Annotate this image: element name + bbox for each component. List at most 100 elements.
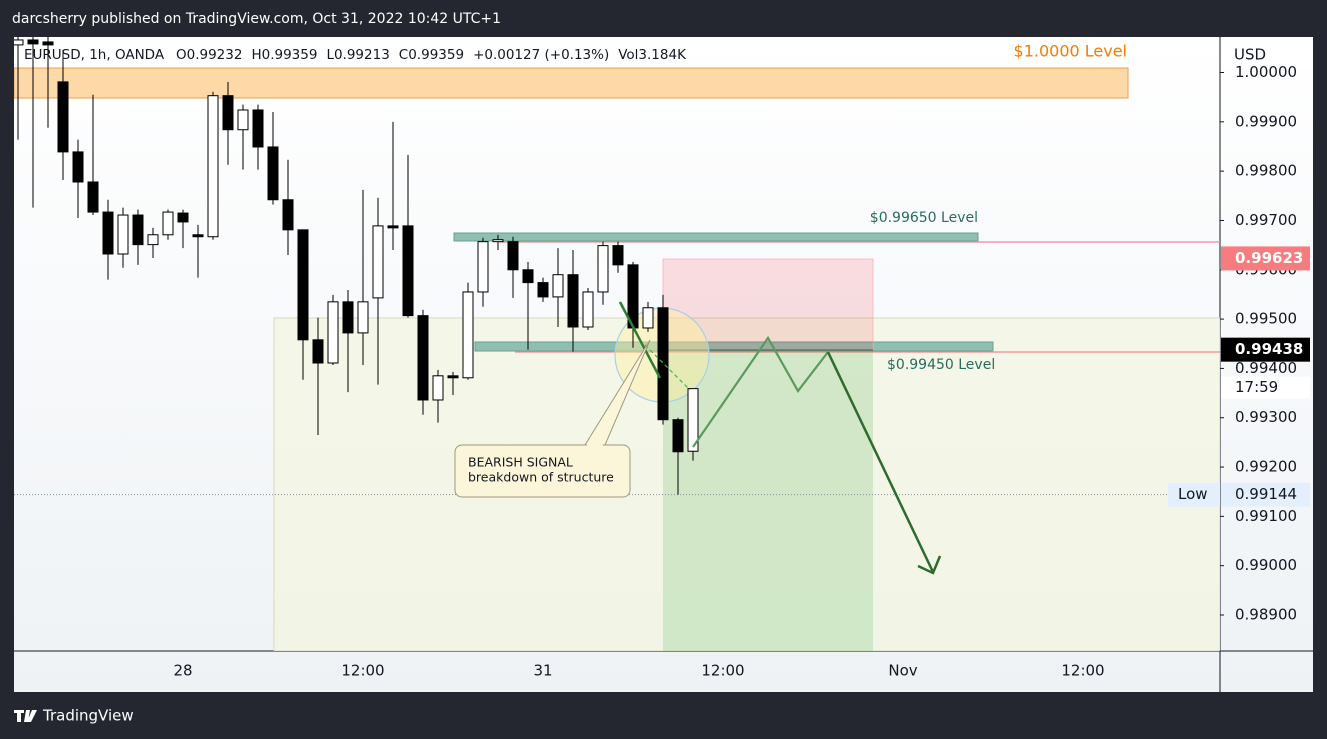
candle-body xyxy=(87,181,99,213)
candle-body xyxy=(357,301,369,334)
legend: EURUSD, 1h, OANDA O0.99232 H0.99359 L0.992… xyxy=(24,47,687,63)
price-tag-label: 0.99623 xyxy=(1235,249,1303,267)
footer: TradingView xyxy=(14,707,134,725)
candle-body xyxy=(102,211,114,255)
x-tick-label: Nov xyxy=(888,662,917,680)
candle-body xyxy=(57,81,69,153)
x-tick-label: 31 xyxy=(533,662,552,680)
candle-body xyxy=(222,95,234,131)
stop-zone xyxy=(662,258,874,351)
level-zone xyxy=(474,341,994,352)
countdown-tag xyxy=(1221,376,1310,399)
candle-body xyxy=(612,245,624,266)
y-tick-label: 1.00000 xyxy=(1235,63,1297,81)
projection-path xyxy=(692,335,829,448)
level-label: $1.0000 Level xyxy=(1014,42,1127,61)
candle-body xyxy=(297,229,309,341)
publisher: darcsherry published on TradingView.com,… xyxy=(12,11,501,27)
y-tick-label: 0.99100 xyxy=(1235,507,1297,525)
candle-body xyxy=(237,109,249,131)
countdown: 17:59 xyxy=(1235,378,1278,396)
candle-body xyxy=(522,269,534,284)
low-tag xyxy=(1168,482,1220,507)
y-tick-label: 0.99400 xyxy=(1235,359,1297,377)
callout-title: BEARISH SIGNAL xyxy=(468,455,573,470)
ohlc-info: Vol3.184K xyxy=(618,47,687,63)
ohlc-info: C0.99359 xyxy=(399,47,464,63)
candle-body xyxy=(387,225,399,229)
candle-body xyxy=(492,239,504,243)
candle-body xyxy=(132,214,144,246)
x-tick-label: 12:00 xyxy=(1061,662,1104,680)
candle-body xyxy=(72,151,84,183)
price-tag-label: 0.99144 xyxy=(1235,485,1297,503)
ohlc-info: L0.99213 xyxy=(326,47,389,63)
price-axis: 0.98900 0.99000 0.99100 0.99200 0.99300 0.994… xyxy=(173,63,1310,680)
candle-body xyxy=(282,199,294,231)
x-tick-label: 12:00 xyxy=(701,662,744,680)
candle-body xyxy=(192,234,204,238)
candle-body xyxy=(342,301,354,334)
candle-body xyxy=(582,291,594,328)
callout-box xyxy=(454,444,631,498)
y-tick-label: 0.99300 xyxy=(1235,408,1297,426)
logo xyxy=(14,710,37,722)
range-box xyxy=(273,317,1220,651)
drawings-front: BEARISH SIGNAL breakdown of structure $1… xyxy=(454,42,1127,575)
candle-body xyxy=(207,95,219,238)
candle-body xyxy=(462,291,474,379)
price-tag xyxy=(1221,246,1310,271)
candle-body xyxy=(402,225,414,317)
y-tick-label: 0.99000 xyxy=(1235,556,1297,574)
resistance-zone xyxy=(14,67,1129,99)
candles xyxy=(14,37,699,495)
y-tick-label: 0.98900 xyxy=(1235,605,1297,623)
candle-body xyxy=(312,339,324,364)
y-tick-label: 0.99500 xyxy=(1235,310,1297,328)
ohlc-info: O0.99232 xyxy=(176,47,242,63)
x-tick-label: 28 xyxy=(173,662,192,680)
level-label: $0.99650 Level xyxy=(870,210,978,226)
price-tag xyxy=(1221,337,1310,362)
dashed-line xyxy=(644,344,691,391)
candle-body xyxy=(147,234,159,246)
y-tick-label: 0.99800 xyxy=(1235,162,1297,180)
low-text: Low xyxy=(1178,485,1208,503)
level-zone xyxy=(453,232,979,242)
symbol: EURUSD, 1h, OANDA xyxy=(24,47,165,63)
projection-arrow xyxy=(826,351,935,573)
candle-body xyxy=(177,212,189,223)
candle-body xyxy=(477,241,489,293)
price-tag xyxy=(1221,482,1310,507)
candle-body xyxy=(642,307,654,329)
y-tick-label: 0.99700 xyxy=(1235,211,1297,229)
x-tick-label: 12:00 xyxy=(341,662,384,680)
candle-body xyxy=(14,39,24,46)
trend-line xyxy=(618,301,662,379)
candle-body xyxy=(162,211,174,236)
currency: USD xyxy=(1234,46,1266,64)
candle-body xyxy=(567,274,579,328)
candle-body xyxy=(447,375,459,379)
candle-body xyxy=(597,245,609,293)
candle-body xyxy=(117,214,129,255)
candle-body xyxy=(672,419,684,453)
candle-body xyxy=(417,315,429,401)
arrow-head xyxy=(917,555,942,575)
callout-text: breakdown of structure xyxy=(468,470,614,485)
drawings-back xyxy=(14,67,1220,651)
candle-body xyxy=(657,307,669,421)
candle-body xyxy=(687,388,699,452)
price-tag-label: 0.99438 xyxy=(1235,340,1303,358)
level-label: $0.99450 Level xyxy=(887,357,995,373)
candle-body xyxy=(27,39,39,45)
axis-head xyxy=(1221,38,1312,68)
candle-body xyxy=(372,225,384,299)
candle-body xyxy=(552,274,564,298)
ohlc-info: +0.00127 (+0.13%) xyxy=(473,47,609,63)
candle-body xyxy=(327,301,339,364)
y-tick-label: 0.99900 xyxy=(1235,112,1297,130)
y-tick-label: 0.99200 xyxy=(1235,458,1297,476)
